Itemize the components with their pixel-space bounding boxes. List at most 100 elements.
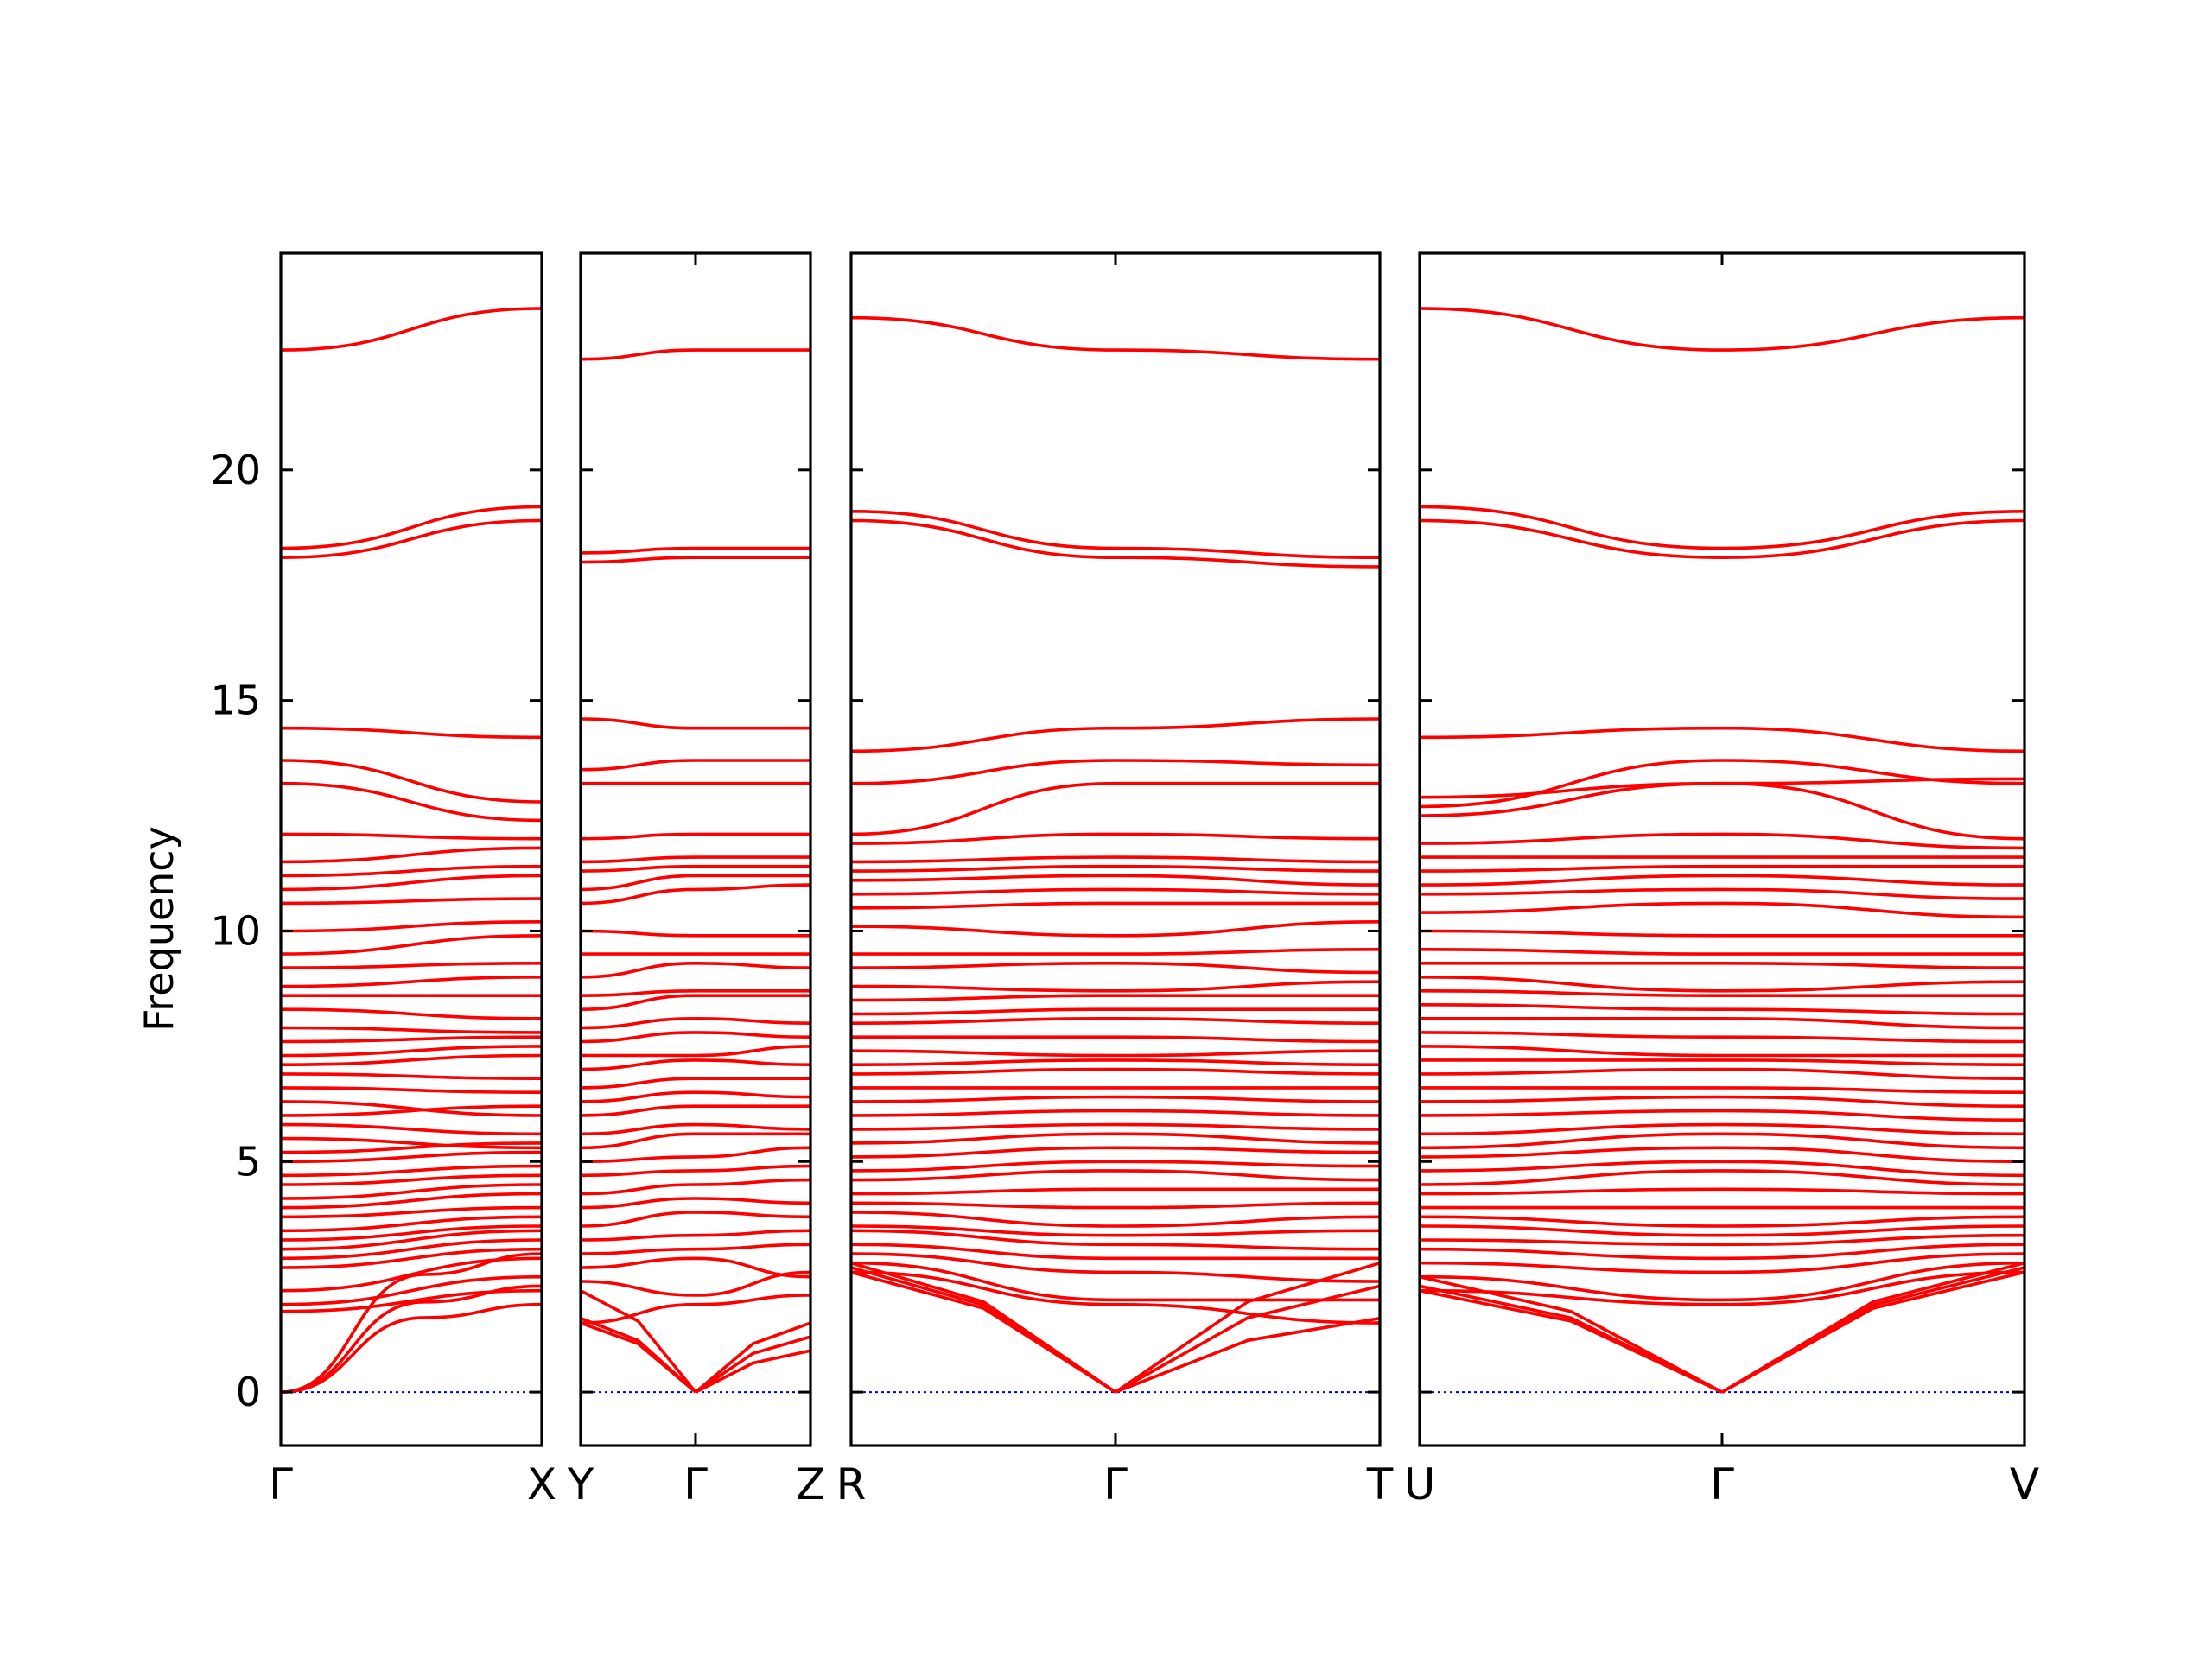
- band-line: [1420, 901, 2024, 919]
- band-line: [851, 1261, 1380, 1302]
- band-line: [851, 901, 1380, 910]
- acoustic-branch: [1721, 1266, 2024, 1394]
- band-line: [581, 1229, 810, 1242]
- band-line: [281, 1150, 542, 1164]
- band-line: [851, 1016, 1380, 1025]
- band-line: [281, 1122, 542, 1136]
- y-tick-label: 10: [210, 907, 261, 954]
- band-line: [581, 556, 810, 564]
- band-line: [581, 348, 810, 361]
- band-line: [851, 920, 1380, 938]
- panel-3-frame: [849, 251, 1382, 1447]
- band-line: [581, 1104, 810, 1117]
- band-line: [581, 832, 810, 841]
- band-line: [1420, 887, 2024, 900]
- band-line: [1420, 1016, 2024, 1030]
- band-line: [281, 846, 542, 864]
- band-line: [281, 1053, 542, 1066]
- k-point-label: Z: [796, 1459, 825, 1510]
- acoustic-branch: [1115, 1284, 1380, 1394]
- band-line: [581, 1122, 810, 1136]
- acoustic-branch: [694, 1335, 810, 1394]
- acoustic-branch: [581, 1317, 697, 1394]
- band-line: [281, 1141, 542, 1154]
- k-point-label: Γ: [683, 1459, 708, 1510]
- band-line: [851, 887, 1380, 896]
- panel-4-bands: [1420, 307, 2024, 1394]
- axes-layer: [279, 251, 2026, 1447]
- panel-1-frame: [279, 251, 543, 1447]
- k-point-label: Γ: [1103, 1459, 1128, 1510]
- band-line: [1420, 1270, 2024, 1306]
- band-line: [1420, 777, 2024, 799]
- band-line: [851, 1058, 1380, 1066]
- band-line: [851, 832, 1380, 845]
- band-line: [851, 1243, 1380, 1261]
- band-line: [851, 1160, 1380, 1173]
- acoustic-branch: [695, 1349, 810, 1394]
- band-line: [851, 1211, 1380, 1228]
- k-point-label: Γ: [269, 1459, 293, 1510]
- band-line: [1420, 1095, 2024, 1108]
- band-line: [281, 832, 542, 841]
- band-line: [581, 855, 810, 864]
- band-line: [281, 759, 542, 804]
- band-line: [851, 1224, 1380, 1237]
- band-line: [1420, 948, 2024, 956]
- panel-3-bands: [851, 315, 1380, 1394]
- band-line: [581, 1090, 810, 1103]
- acoustic-branch: [1114, 1261, 1380, 1394]
- band-line: [1420, 1045, 2024, 1058]
- band-line: [281, 1164, 542, 1178]
- band-line: [851, 994, 1380, 1002]
- band-line: [1420, 1233, 2024, 1247]
- band-line: [581, 994, 810, 1011]
- band-line: [581, 1077, 810, 1090]
- acoustic-branch: [851, 1261, 1117, 1394]
- band-line: [281, 1007, 542, 1020]
- band-line: [581, 717, 810, 730]
- band-line: [1420, 874, 2024, 887]
- band-line: [1420, 781, 2024, 841]
- band-line: [1420, 726, 2024, 753]
- band-line: [281, 1045, 542, 1058]
- band-line: [851, 717, 1380, 753]
- band-line: [281, 962, 542, 969]
- band-line: [1420, 1243, 2024, 1261]
- band-line: [1420, 1067, 2024, 1080]
- band-line: [281, 1136, 542, 1150]
- band-line: [1420, 1160, 2024, 1178]
- band-line: [1420, 1215, 2024, 1228]
- band-line: [281, 1035, 542, 1044]
- band-line: [1420, 1086, 2024, 1094]
- band-line: [851, 1146, 1380, 1159]
- band-line: [851, 315, 1380, 361]
- y-tick-label: 15: [210, 677, 261, 724]
- band-line: [281, 1104, 542, 1117]
- band-line: [851, 961, 1380, 975]
- band-line: [851, 1095, 1380, 1103]
- acoustic-branch: [581, 1289, 697, 1394]
- panel-2-bands: [581, 348, 810, 1394]
- band-line: [851, 1187, 1380, 1196]
- band-line: [851, 510, 1380, 559]
- band-line: [581, 929, 810, 938]
- acoustic-branch: [281, 1302, 542, 1394]
- band-line: [1420, 1146, 2024, 1164]
- acoustic-branch: [1115, 1316, 1380, 1394]
- band-line: [281, 1205, 542, 1219]
- band-line: [851, 781, 1380, 836]
- band-line: [1420, 518, 2024, 560]
- band-line: [1420, 1003, 2024, 1016]
- band-line: [1420, 832, 2024, 850]
- band-line: [1420, 1122, 2024, 1136]
- band-line: [851, 518, 1380, 569]
- band-line: [1420, 1169, 2024, 1186]
- band-line: [851, 948, 1380, 956]
- band-line: [281, 307, 542, 352]
- band-line: [581, 759, 810, 772]
- acoustic-branch: [1721, 1270, 2024, 1394]
- band-line: [281, 1173, 542, 1186]
- band-line: [281, 1229, 542, 1251]
- band-line: [1420, 307, 2024, 352]
